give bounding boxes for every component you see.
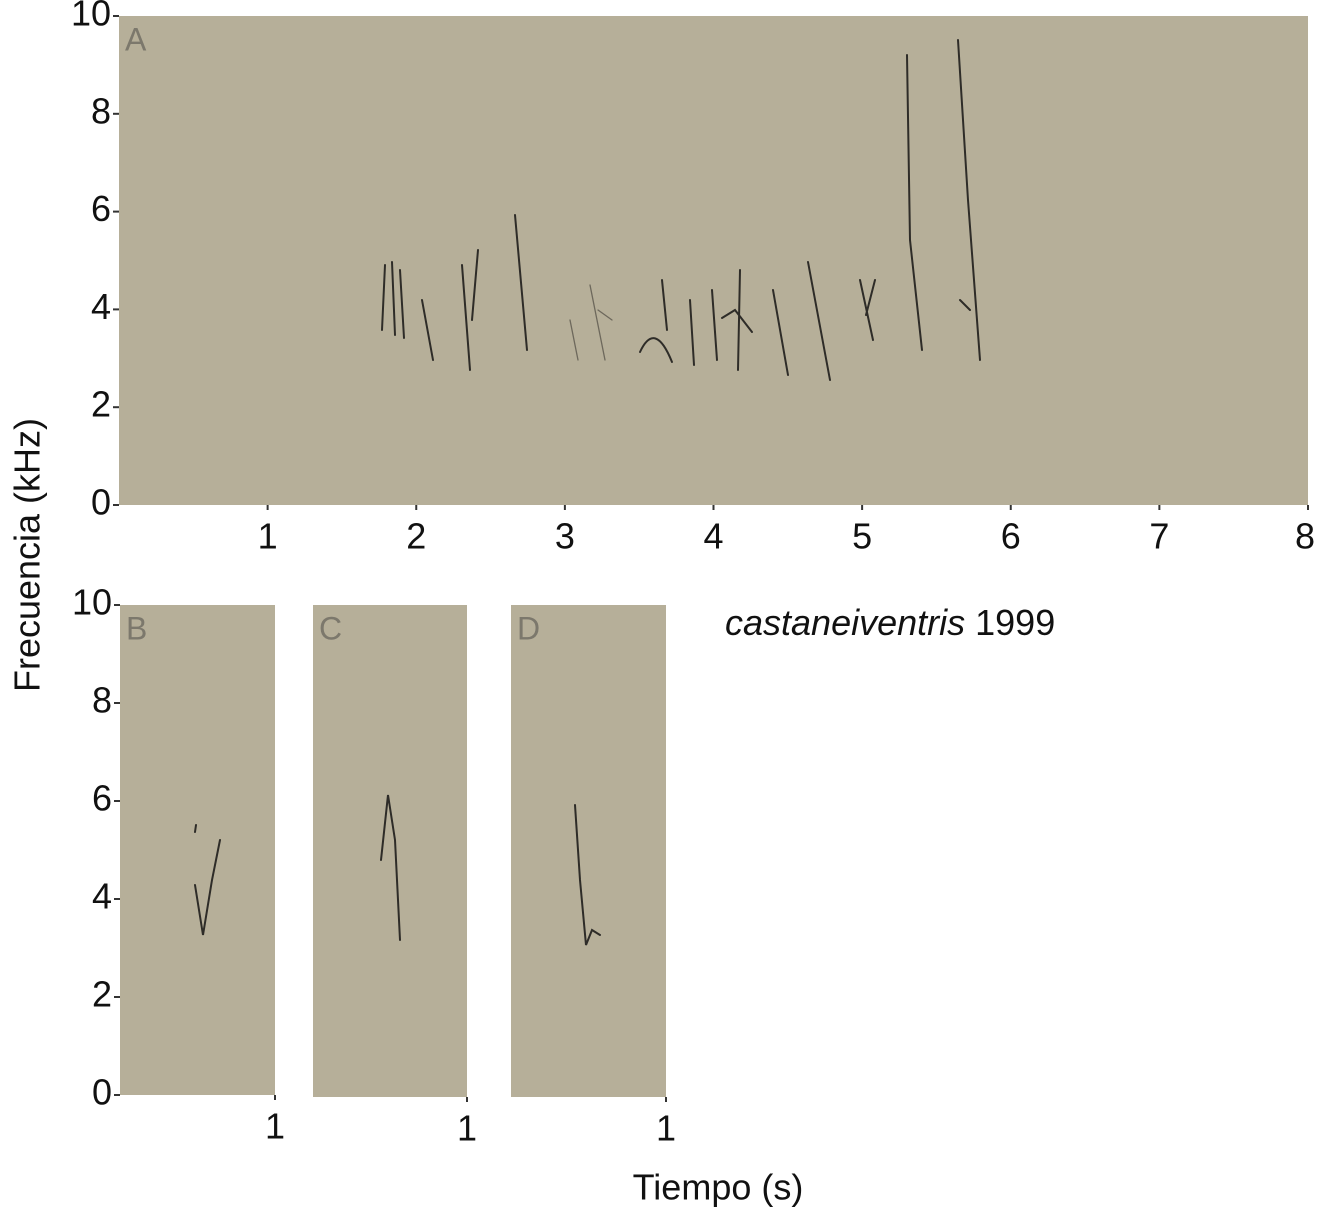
x-tick-label: 2 (406, 516, 426, 557)
call-trace (569, 284, 613, 361)
y-tick-label: 2 (91, 384, 111, 425)
y-tick-label: 0 (92, 1072, 112, 1113)
call-trace (574, 804, 601, 946)
spectrogram-background (120, 605, 275, 1095)
x-tick-label: 5 (852, 516, 872, 557)
x-tick-label: 1 (457, 1108, 477, 1149)
x-tick-label: 8 (1295, 516, 1315, 557)
species: castaneiventris (725, 602, 965, 643)
spectrogram-background (313, 605, 467, 1097)
panel-label: A (125, 21, 147, 57)
y-axis-label: Frecuencia (kHz) (7, 418, 48, 692)
x-tick-label: 1 (265, 1106, 285, 1147)
x-tick-label: 4 (703, 516, 723, 557)
x-tick-label: 3 (555, 516, 575, 557)
panel-label: C (319, 610, 342, 646)
y-tick-label: 6 (92, 778, 112, 819)
y-tick-label: 6 (91, 188, 111, 229)
panel-label: B (126, 610, 147, 646)
y-tick-label: 0 (91, 482, 111, 523)
year: 1999 (975, 602, 1055, 643)
panel-label: D (517, 610, 540, 646)
annotation: castaneiventris 1999 (725, 602, 1055, 643)
y-tick-label: 8 (91, 90, 111, 131)
spectrogram-background (511, 605, 666, 1097)
call-trace (381, 261, 434, 361)
call-trace (461, 214, 528, 371)
call-trace (721, 261, 831, 381)
y-tick-label: 4 (92, 876, 112, 917)
y-tick-label: 10 (71, 0, 111, 34)
x-tick-label: 6 (1001, 516, 1021, 557)
x-axis-label: Tiempo (s) (633, 1167, 804, 1208)
call-trace (194, 824, 221, 936)
y-tick-label: 10 (72, 582, 112, 623)
y-tick-label: 2 (92, 974, 112, 1015)
y-tick-label: 8 (92, 680, 112, 721)
call-traces-small (194, 794, 601, 946)
x-tick-label: 1 (656, 1108, 676, 1149)
x-tick-label: 1 (258, 516, 278, 557)
call-trace (859, 39, 981, 361)
x-tick-label: 7 (1149, 516, 1169, 557)
call-trace (639, 279, 718, 366)
spectrogram-background (119, 16, 1308, 505)
call-trace (380, 794, 401, 941)
y-tick-label: 4 (91, 286, 111, 327)
call-traces-a (381, 39, 981, 381)
